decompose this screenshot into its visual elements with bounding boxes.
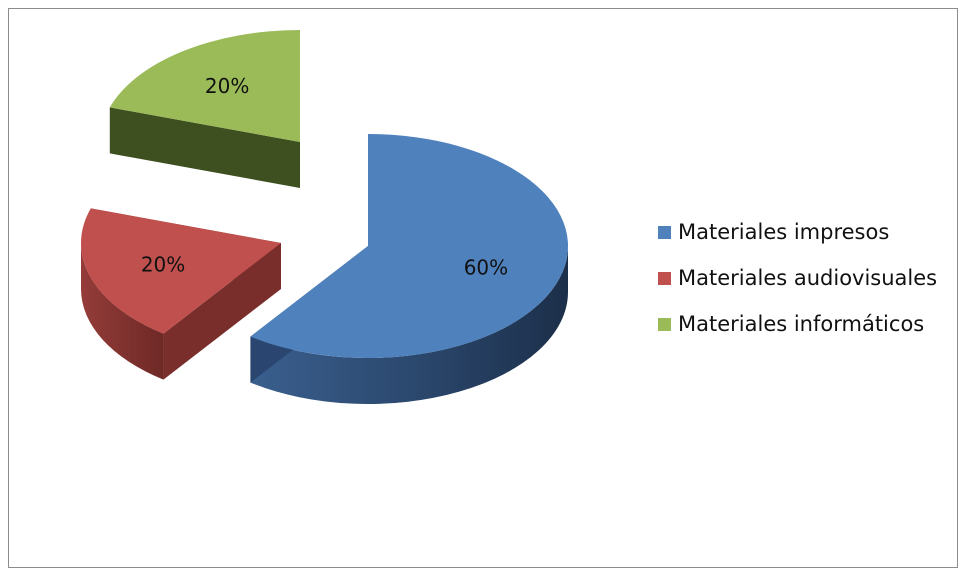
pie-chart: 20%20% 60% Materiales impresosMateriales … <box>80 29 937 404</box>
legend: Materiales impresos Materiales audiovisua… <box>658 220 937 336</box>
slice-informaticos <box>109 29 300 142</box>
slice-wall-impresos <box>250 246 569 404</box>
slice-audiovisuales <box>81 208 282 334</box>
data-label-audiovisuales: 20% <box>141 252 185 276</box>
legend-label-audiovisuales: Materiales audiovisuales <box>678 266 937 290</box>
legend-label-informaticos: Materiales informáticos <box>678 312 924 336</box>
slice-impresos <box>250 134 569 358</box>
slice-wall-audiovisuales <box>80 243 164 380</box>
slice-side-informaticos-0 <box>109 107 300 188</box>
legend-swatch-impresos <box>658 226 671 239</box>
legend-swatch-informaticos <box>658 318 671 331</box>
legend-label-impresos: Materiales impresos <box>678 220 889 244</box>
data-label-informaticos: 20% <box>205 74 249 98</box>
data-label-impresos: 60% <box>464 255 508 279</box>
legend-swatch-audiovisuales <box>658 272 671 285</box>
